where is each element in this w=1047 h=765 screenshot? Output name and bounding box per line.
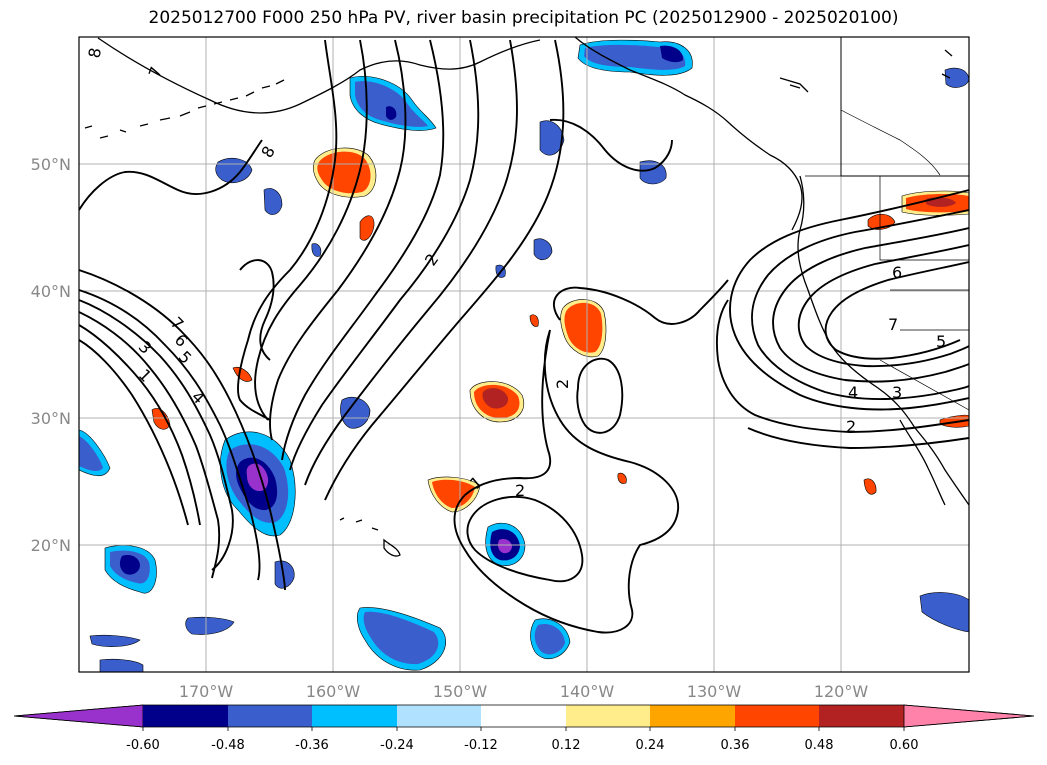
precip-blob bbox=[363, 611, 439, 665]
colorbar-segment bbox=[481, 705, 566, 727]
colorbar-tick-label: -0.60 bbox=[126, 738, 160, 753]
precip-blob bbox=[119, 555, 140, 575]
colorbar-extend-high bbox=[903, 704, 1035, 728]
precip-blob bbox=[482, 388, 509, 409]
lon-tick-label: 140°W bbox=[560, 682, 615, 701]
colorbar-tick-label: 0.36 bbox=[721, 738, 750, 753]
lat-tick-label: 40°N bbox=[31, 282, 71, 301]
precip-blob bbox=[529, 314, 539, 327]
precip-blob bbox=[617, 472, 627, 484]
lat-tick-label: 30°N bbox=[31, 409, 71, 428]
precip-blob bbox=[185, 616, 235, 635]
precip-blob bbox=[584, 44, 686, 70]
lon-tick-label: 150°W bbox=[433, 682, 488, 701]
contour-label: 4 bbox=[848, 383, 858, 402]
colorbar-tick-label: 0.60 bbox=[890, 738, 919, 753]
precip-blob bbox=[533, 238, 553, 261]
colorbar-extend-low bbox=[13, 704, 144, 728]
colorbar-tick-label: 0.48 bbox=[805, 738, 834, 753]
contour-label: 3 bbox=[892, 383, 902, 402]
colorbar-segment bbox=[566, 705, 650, 727]
lat-tick-labels: 50°N 40°N 30°N 20°N bbox=[31, 155, 71, 555]
precip-blob bbox=[498, 538, 512, 554]
precip-blob bbox=[79, 436, 103, 472]
colorbar-segment bbox=[228, 705, 312, 727]
precip-blob bbox=[263, 188, 283, 215]
colorbar-tick-label: -0.12 bbox=[464, 738, 498, 753]
contour-label: 2 bbox=[846, 417, 856, 436]
lon-tick-label: 170°W bbox=[179, 682, 234, 701]
colorbar-tick-label: -0.24 bbox=[380, 738, 414, 753]
map-area bbox=[79, 37, 969, 672]
precip-blob bbox=[386, 106, 397, 120]
colorbar-segment bbox=[143, 705, 228, 727]
precip-blob bbox=[89, 634, 141, 647]
map-title: 2025012700 F000 250 hPa PV, river basin … bbox=[148, 8, 899, 28]
precip-blob bbox=[639, 160, 667, 185]
lon-tick-labels: 170°W 160°W 150°W 140°W 130°W 120°W bbox=[179, 682, 869, 701]
precip-blob bbox=[919, 592, 969, 633]
aleutian-islands bbox=[84, 79, 285, 139]
colorbar-segment bbox=[819, 705, 904, 727]
colorbar-tick-label: -0.48 bbox=[211, 738, 245, 753]
inset-frame bbox=[840, 36, 970, 177]
contour-label: 5 bbox=[936, 332, 946, 351]
colorbar-segment bbox=[397, 705, 481, 727]
colorbar: -0.60 -0.48 -0.36 -0.24 -0.12 0.12 0.24 … bbox=[13, 704, 1035, 753]
precip-blob bbox=[564, 302, 603, 353]
precip-blob bbox=[660, 45, 684, 63]
contour-label: 2 bbox=[515, 481, 525, 500]
precip-negative-anomalies bbox=[79, 39, 969, 672]
lon-tick-label: 160°W bbox=[306, 682, 361, 701]
lon-tick-label: 130°W bbox=[687, 682, 742, 701]
colorbar-segment bbox=[650, 705, 735, 727]
precip-blob bbox=[355, 81, 428, 127]
contour-label: 2 bbox=[553, 379, 572, 389]
alaska-coast bbox=[97, 37, 541, 114]
precip-blob bbox=[99, 658, 144, 672]
contour-label: 7 bbox=[888, 315, 898, 334]
pv-contours bbox=[79, 39, 969, 634]
lon-tick-label: 120°W bbox=[814, 682, 869, 701]
colorbar-segment bbox=[735, 705, 819, 727]
precip-blob bbox=[311, 243, 322, 257]
precip-blob bbox=[274, 560, 295, 589]
contour-label: 8 bbox=[85, 46, 105, 59]
gridlines bbox=[79, 37, 969, 672]
map-content: 8 7 8 2 7 6 5 3 1 4 2 1 2 6 7 5 4 3 2 bbox=[79, 37, 969, 672]
coastlines bbox=[84, 37, 969, 557]
colorbar-tick-label: -0.36 bbox=[295, 738, 329, 753]
small-islands bbox=[779, 49, 953, 93]
colorbar-ticks bbox=[142, 727, 905, 731]
bc-coast bbox=[574, 37, 803, 231]
precip-blob bbox=[534, 623, 565, 655]
contour-label: 6 bbox=[892, 263, 902, 282]
precip-blob bbox=[432, 479, 475, 508]
lat-tick-label: 20°N bbox=[31, 536, 71, 555]
us-west-coast bbox=[797, 175, 969, 506]
precip-blob bbox=[863, 478, 877, 495]
baja-california bbox=[899, 419, 946, 506]
colorbar-tick-label: 0.12 bbox=[552, 738, 581, 753]
colorbar-tick-label: 0.24 bbox=[636, 738, 665, 753]
colorbar-segment bbox=[312, 705, 397, 727]
map-frame bbox=[78, 36, 970, 673]
hawaii-islands bbox=[339, 517, 401, 557]
precip-blob bbox=[539, 120, 565, 156]
lat-tick-label: 50°N bbox=[31, 155, 71, 174]
precip-blob bbox=[359, 215, 375, 241]
